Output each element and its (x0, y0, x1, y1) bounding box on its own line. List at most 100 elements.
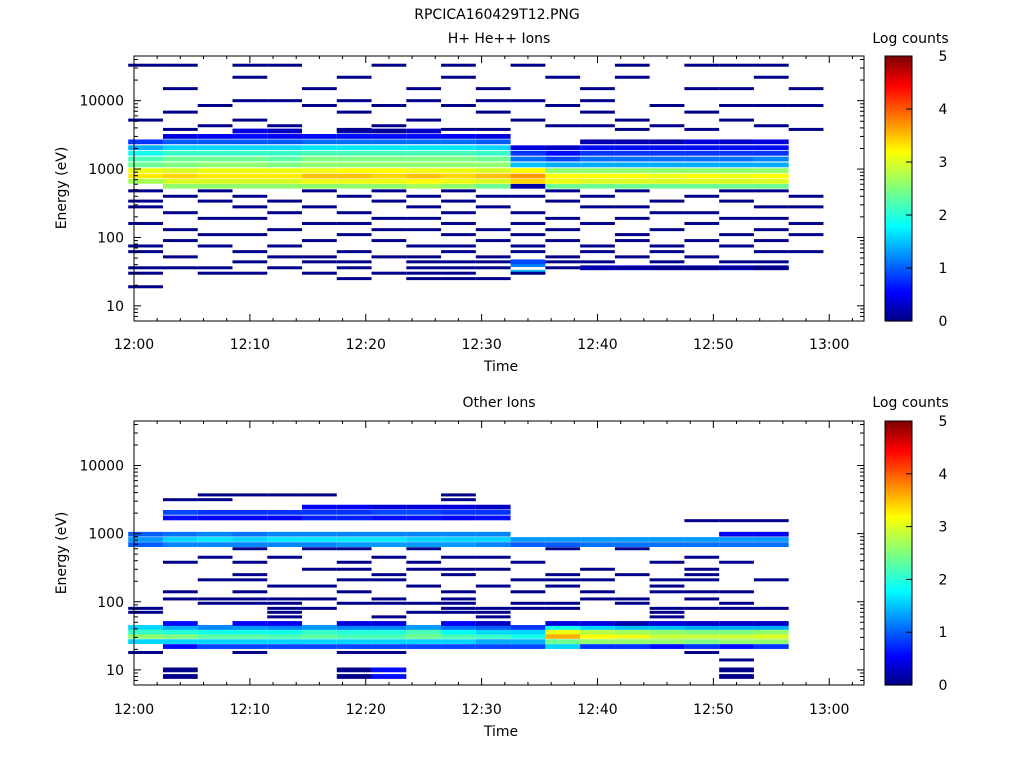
spectrogram-cell (510, 233, 546, 237)
colorbar-swatch (885, 450, 912, 454)
colorbar-swatch (885, 521, 912, 525)
spectrogram-cell (475, 260, 511, 264)
spectrogram-cell (788, 194, 824, 198)
spectrogram-cell (510, 162, 546, 168)
spectrogram-cell (475, 168, 511, 173)
spectrogram-cell (753, 537, 789, 542)
spectrogram-cell (162, 194, 198, 198)
spectrogram-cell (302, 221, 337, 225)
colorbar-swatch (885, 457, 912, 462)
spectrogram-cell (649, 139, 685, 145)
colorbar-swatch (885, 252, 912, 256)
colorbar-swatch (885, 58, 912, 62)
spectrogram-cell (197, 189, 233, 193)
spectrogram-cell (232, 597, 268, 601)
colorbar-label: Log counts (872, 395, 948, 411)
spectrogram-cell (753, 519, 789, 523)
spectrogram-cell (162, 542, 198, 547)
spectrogram-cell (719, 560, 754, 564)
colorbar-swatch (885, 217, 912, 221)
colorbar-swatch (885, 471, 912, 475)
spectrogram-cell (302, 145, 337, 151)
spectrogram-cell (545, 199, 581, 203)
spectrogram-cell (128, 271, 163, 275)
spectrogram-cell (162, 179, 198, 184)
spectrogram-cell (128, 168, 163, 173)
colorbar-swatch (885, 634, 912, 639)
colorbar-swatch (885, 246, 912, 251)
spectrogram-cell (232, 63, 268, 67)
spectrogram-cell (406, 271, 442, 275)
spectrogram-cell (441, 606, 476, 610)
spectrogram-cell (475, 639, 511, 644)
colorbar-swatch (885, 523, 912, 528)
colorbar-swatch (885, 605, 912, 610)
colorbar-swatch (885, 257, 912, 261)
spectrogram-cell (441, 150, 476, 156)
spectrogram-cell (336, 168, 372, 173)
spectrogram-cell (302, 134, 337, 139)
spectrogram-cell (684, 255, 720, 259)
colorbar-swatch (885, 621, 912, 625)
spectrogram-cell (441, 597, 476, 601)
spectrogram-cell (614, 205, 650, 209)
spectrogram-cell (441, 634, 476, 639)
spectrogram-cell (267, 606, 303, 610)
colorbar-swatch (885, 291, 912, 296)
spectrogram-cell (753, 621, 789, 626)
spectrogram-cell (649, 244, 685, 248)
spectrogram-cell (128, 285, 163, 289)
spectrogram-cell (475, 150, 511, 156)
spectrogram-cell (162, 211, 198, 215)
spectrogram-cell (719, 244, 754, 248)
colorbar-swatch (885, 307, 912, 311)
spectrogram-cell (753, 578, 789, 582)
colorbar-swatch (885, 188, 912, 192)
spectrogram-cell (649, 103, 685, 107)
spectrogram-cell (267, 542, 303, 547)
x-axis-label: Time (483, 724, 518, 740)
spectrogram-cell (232, 537, 268, 542)
spectrogram-cell (684, 168, 720, 173)
spectrogram-cell (580, 205, 615, 209)
spectrogram-cell (406, 255, 442, 259)
spectrogram-cell (719, 639, 754, 644)
spectrogram-cell (336, 134, 372, 139)
spectrogram-cell (371, 629, 407, 635)
spectrogram-cell (128, 139, 163, 145)
spectrogram-cell (197, 173, 233, 179)
spectrogram-cell (580, 179, 615, 184)
colorbar-swatch (885, 545, 912, 549)
colorbar-swatch (885, 637, 912, 641)
spectrogram-cell (232, 542, 268, 547)
spectrogram-cell (128, 266, 163, 270)
spectrogram-cell (614, 629, 650, 635)
spectrogram-cell (684, 211, 720, 215)
spectrogram-cell (267, 610, 303, 614)
spectrogram-cell (162, 644, 198, 649)
colorbar-swatch (885, 79, 912, 84)
x-tick-label: 13:00 (809, 702, 849, 718)
colorbar-swatch (885, 494, 912, 499)
colorbar-swatch (885, 539, 912, 544)
spectrogram-cell (302, 183, 337, 189)
spectrogram-cell (267, 139, 303, 145)
spectrogram-cell (336, 531, 372, 537)
spectrogram-cell (371, 578, 407, 582)
spectrogram-cell (510, 156, 546, 162)
spectrogram-cell (614, 63, 650, 67)
spectrogram-cell (510, 271, 546, 275)
colorbar-swatch (885, 294, 912, 298)
spectrogram-cell (371, 103, 407, 107)
spectrogram-cell (406, 531, 442, 537)
spectrogram-cell (441, 127, 476, 131)
spectrogram-cell (684, 639, 720, 644)
spectrogram-cell (614, 266, 650, 270)
colorbar-swatch (885, 465, 912, 470)
colorbar-swatch (885, 71, 912, 76)
colorbar-swatch (885, 502, 912, 507)
x-tick-label: 12:00 (114, 337, 154, 353)
spectrogram-cell (267, 625, 303, 630)
spectrogram-cell (475, 584, 511, 588)
spectrogram-cell (753, 228, 789, 232)
